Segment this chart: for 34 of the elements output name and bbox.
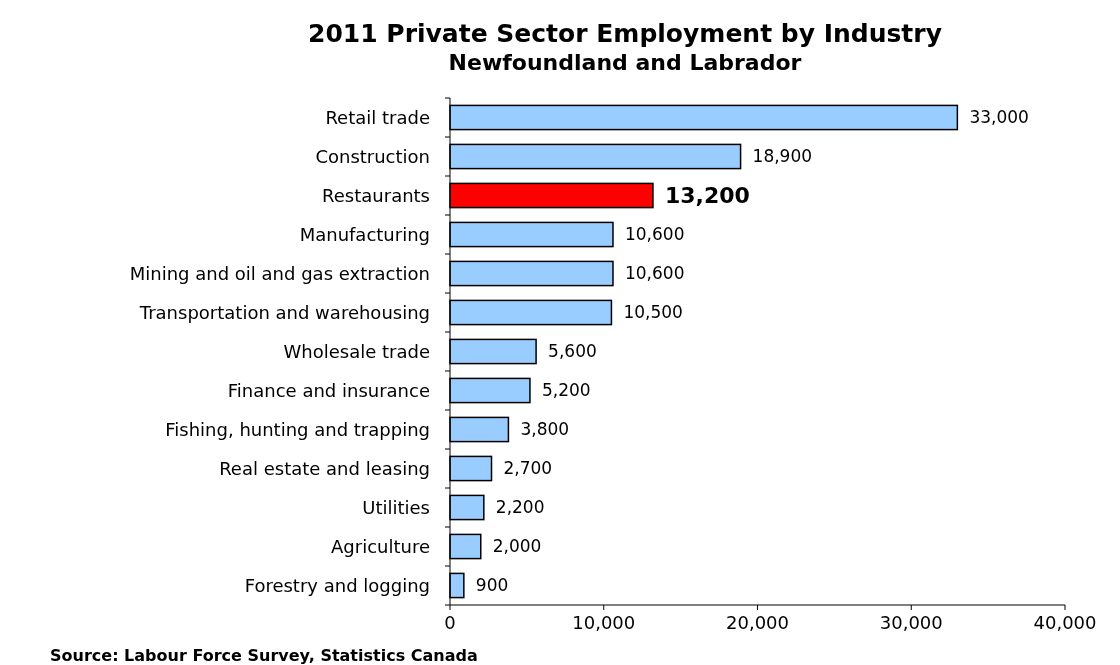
- chart-title: 2011 Private Sector Employment by Industry: [308, 19, 942, 48]
- y-tick-label: Retail trade: [325, 106, 430, 128]
- y-tick-label: Manufacturing: [299, 223, 430, 245]
- y-tick-label: Fishing, hunting and trapping: [165, 418, 430, 440]
- x-tick-label: 10,000: [572, 612, 636, 633]
- y-tick-label: Construction: [315, 145, 430, 167]
- data-label: 2,700: [503, 458, 553, 479]
- data-label: 2,200: [495, 497, 545, 518]
- y-tick-label: Utilities: [362, 496, 430, 518]
- y-tick-label: Mining and oil and gas extraction: [129, 262, 430, 284]
- x-tick-label: 0: [444, 612, 456, 633]
- y-tick-label: Wholesale trade: [283, 340, 430, 362]
- data-label: 33,000: [969, 107, 1029, 128]
- chart-subtitle: Newfoundland and Labrador: [448, 50, 802, 75]
- data-label: 3,800: [520, 419, 570, 440]
- data-label: 10,600: [624, 263, 685, 284]
- y-tick-label: Agriculture: [331, 535, 430, 557]
- source-note: Source: Labour Force Survey, Statistics Canada: [50, 646, 478, 665]
- data-label: 2,000: [492, 536, 542, 557]
- data-label: 13,200: [664, 183, 750, 209]
- x-tick-label: 30,000: [879, 612, 943, 633]
- data-label: 5,200: [541, 380, 591, 401]
- x-tick-label: 40,000: [1033, 612, 1097, 633]
- data-label: 900: [475, 575, 509, 596]
- y-tick-label: Restaurants: [322, 184, 430, 206]
- data-label: 5,600: [548, 341, 597, 362]
- data-label: 10,600: [624, 224, 685, 245]
- data-label: 18,900: [752, 146, 813, 167]
- x-tick-label: 20,000: [726, 612, 789, 633]
- y-tick-label: Real estate and leasing: [219, 457, 430, 479]
- data-label: 10,500: [623, 302, 683, 323]
- y-tick-label: Finance and insurance: [227, 379, 430, 401]
- y-tick-label: Transportation and warehousing: [138, 301, 430, 323]
- y-tick-label: Forestry and logging: [244, 574, 430, 596]
